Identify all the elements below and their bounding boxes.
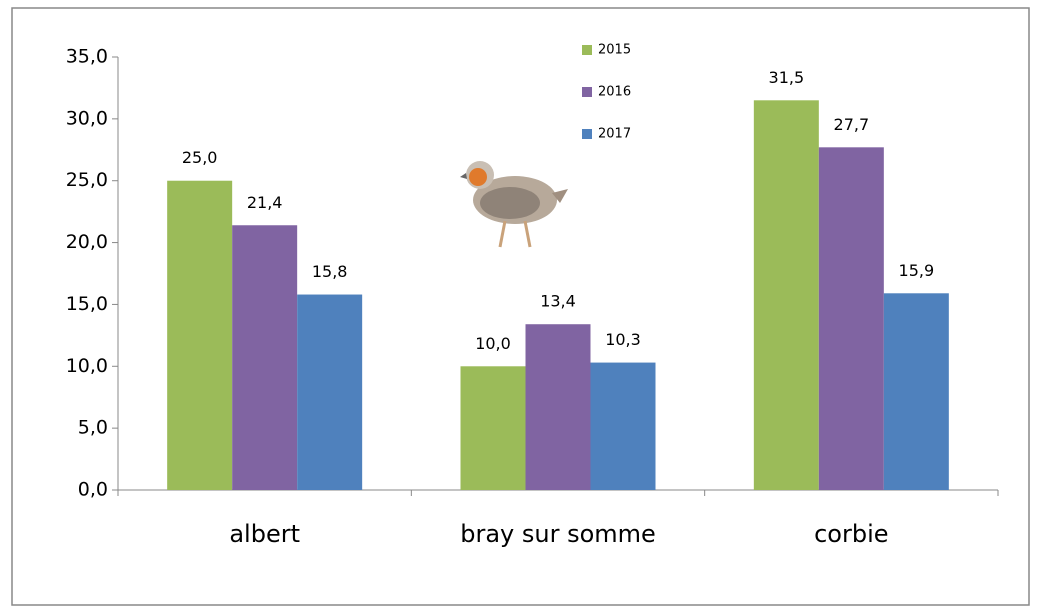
bar (525, 324, 591, 490)
value-label: 25,0 (182, 148, 218, 167)
y-tick-label: 25,0 (66, 169, 108, 191)
y-tick-label: 5,0 (78, 417, 108, 439)
value-label: 10,0 (475, 334, 511, 353)
x-tick-label: corbie (814, 520, 888, 548)
bar (460, 366, 526, 490)
x-tick-label: bray sur somme (460, 520, 656, 548)
bar (167, 180, 233, 490)
legend-label: 2015 (598, 43, 631, 58)
y-tick-label: 20,0 (66, 231, 108, 253)
y-tick-label: 0,0 (78, 479, 108, 501)
bar (883, 293, 949, 490)
y-tick-label: 35,0 (66, 46, 108, 68)
y-tick-label: 10,0 (66, 355, 108, 377)
value-label: 21,4 (247, 193, 283, 212)
bar (753, 100, 819, 491)
bar (818, 147, 884, 490)
bar (590, 362, 656, 490)
legend-swatch (582, 129, 592, 139)
value-label: 27,7 (834, 115, 870, 134)
x-tick-label: albert (229, 520, 300, 548)
legend-swatch (582, 87, 592, 97)
legend-swatch (582, 45, 592, 55)
legend-label: 2017 (598, 127, 631, 142)
value-label: 31,5 (769, 68, 805, 87)
legend-label: 2016 (598, 85, 631, 100)
bar (297, 294, 363, 490)
bar (232, 225, 298, 490)
y-tick-label: 15,0 (66, 293, 108, 315)
y-tick-label: 30,0 (66, 107, 108, 129)
partridge-illustration (460, 161, 568, 248)
value-label: 13,4 (540, 292, 576, 311)
value-label: 15,9 (899, 261, 935, 280)
value-label: 15,8 (312, 262, 348, 281)
value-label: 10,3 (605, 330, 641, 349)
